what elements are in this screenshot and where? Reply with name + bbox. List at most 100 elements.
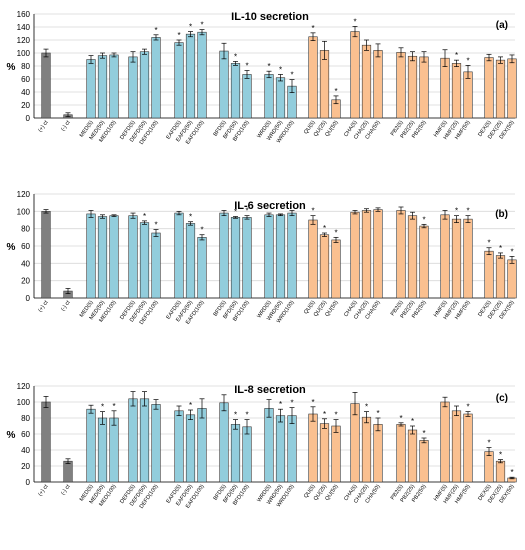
bar (495, 460, 506, 483)
significance-star: * (510, 468, 513, 477)
significance-star: * (353, 17, 356, 26)
bar (264, 214, 274, 299)
panel-1: 0 20 40 60 80 100 120 140 160% IL-10 secretion (a)… (7, 10, 517, 146)
significance-star: * (422, 215, 425, 224)
y-tick-label: 140 (17, 23, 31, 32)
x-tick-label: (+) ct (37, 299, 49, 313)
significance-star: * (234, 208, 237, 217)
significance-star: * (323, 224, 326, 233)
bar (151, 37, 161, 119)
bar (97, 55, 108, 119)
bar (230, 217, 241, 299)
bar (407, 215, 418, 299)
significance-star: * (154, 221, 157, 230)
significance-star: * (200, 21, 203, 30)
bar (495, 59, 506, 119)
bar (373, 209, 383, 299)
y-tick-label: 160 (17, 10, 31, 19)
bar (242, 74, 252, 119)
significance-star: * (311, 207, 314, 216)
bar (185, 414, 196, 483)
panel-2: 0 20 40 60 80 100 120% IL-6 secretion (b) (+) ct (… (7, 190, 517, 326)
significance-star: * (499, 451, 502, 460)
bar (451, 218, 462, 299)
bar (440, 57, 450, 119)
significance-star: * (323, 410, 326, 419)
bar (463, 413, 473, 483)
bar (109, 215, 119, 299)
y-tick-label: 0 (26, 478, 31, 487)
bar (319, 50, 330, 119)
panel-title: IL-10 secretion (231, 11, 309, 23)
x-tick-label: (+) ct (37, 119, 49, 133)
bar (174, 42, 184, 119)
bar (484, 250, 494, 299)
significance-star: * (245, 411, 248, 420)
bar (350, 31, 360, 119)
y-tick-label: 100 (17, 49, 31, 58)
bar (219, 50, 229, 119)
significance-star: * (189, 401, 192, 410)
bar (319, 234, 330, 299)
significance-star: * (334, 87, 337, 96)
bar (361, 210, 372, 299)
bar (139, 51, 150, 119)
bar (275, 77, 286, 119)
y-tick-label: 100 (17, 207, 31, 216)
bar (308, 36, 318, 119)
y-tick-label: 60 (21, 430, 30, 439)
bar (507, 259, 517, 299)
significance-star: * (234, 52, 237, 61)
x-tick-label: (-) ct (60, 299, 72, 312)
bar (361, 416, 372, 483)
bar (230, 63, 241, 119)
y-tick-label: 80 (21, 414, 30, 423)
significance-star: * (510, 247, 513, 256)
significance-star: * (466, 403, 469, 412)
panel-title: IL-6 secretion (234, 200, 306, 212)
bar (407, 429, 418, 483)
bar (109, 417, 119, 483)
significance-star: * (422, 429, 425, 438)
bar (396, 210, 406, 299)
y-axis-label: % (7, 242, 16, 253)
significance-star: * (499, 244, 502, 253)
significance-star: * (334, 411, 337, 420)
panel-3: 0 20 40 60 80 100 120% IL-8 secretion (c) (+) ct (… (7, 382, 517, 510)
significance-star: * (101, 403, 104, 412)
x-tick-label: (-) ct (60, 119, 72, 132)
bar (419, 225, 429, 299)
bar (350, 211, 360, 299)
significance-star: * (189, 213, 192, 222)
bar (139, 222, 150, 299)
bar (373, 50, 383, 119)
bar (242, 426, 252, 483)
panel-label: (a) (496, 20, 508, 31)
y-tick-label: 0 (26, 114, 31, 123)
bar (275, 415, 286, 483)
bar (484, 57, 494, 119)
bar (396, 424, 406, 483)
significance-star: * (334, 228, 337, 237)
bar (197, 31, 207, 119)
bar (287, 415, 297, 483)
bar (495, 255, 506, 299)
bar (174, 212, 184, 299)
significance-star: * (311, 24, 314, 33)
bar (219, 402, 229, 483)
bar (219, 212, 229, 299)
bar (319, 423, 330, 483)
significance-star: * (455, 51, 458, 60)
significance-star: * (411, 417, 414, 426)
significance-star: * (189, 23, 192, 32)
bar (242, 217, 252, 299)
bar (151, 404, 161, 483)
bar (419, 440, 429, 483)
bar (331, 239, 341, 299)
y-axis-label: % (7, 430, 16, 441)
significance-star: * (376, 409, 379, 418)
x-tick-label: (-) ct (60, 483, 72, 496)
y-axis-label: % (7, 62, 16, 73)
significance-star: * (399, 414, 402, 423)
